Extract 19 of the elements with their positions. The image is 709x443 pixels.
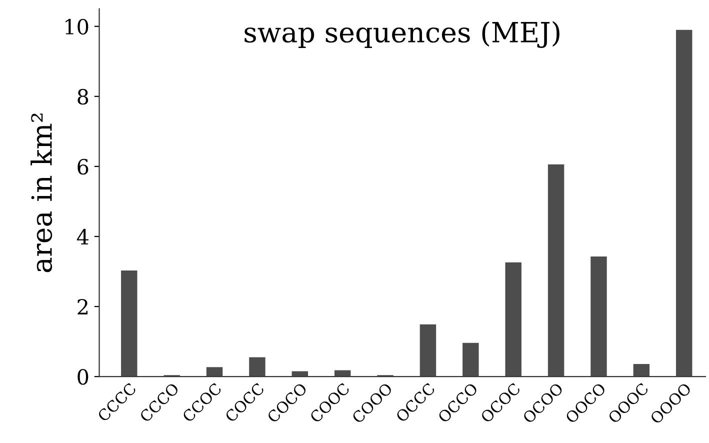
y-tick-label: 10 xyxy=(66,18,88,35)
bar xyxy=(505,262,522,377)
bar xyxy=(334,370,351,377)
bar xyxy=(462,342,479,377)
y-tick-label: 6 xyxy=(78,158,88,175)
y-axis-title: area in km² xyxy=(30,114,52,272)
y-tick-label: 2 xyxy=(78,298,88,314)
bar xyxy=(548,164,564,377)
y-tick-label: 0 xyxy=(78,369,88,385)
y-tick-label: 4 xyxy=(76,228,88,244)
bar xyxy=(633,364,650,377)
chart-title: swap sequences (MEJ) xyxy=(244,21,560,48)
bar xyxy=(420,324,436,377)
bar xyxy=(590,256,607,377)
y-tick-label: 8 xyxy=(78,88,88,105)
bar xyxy=(206,367,223,377)
bar xyxy=(676,30,692,377)
bar xyxy=(121,270,138,377)
bar xyxy=(249,357,266,377)
